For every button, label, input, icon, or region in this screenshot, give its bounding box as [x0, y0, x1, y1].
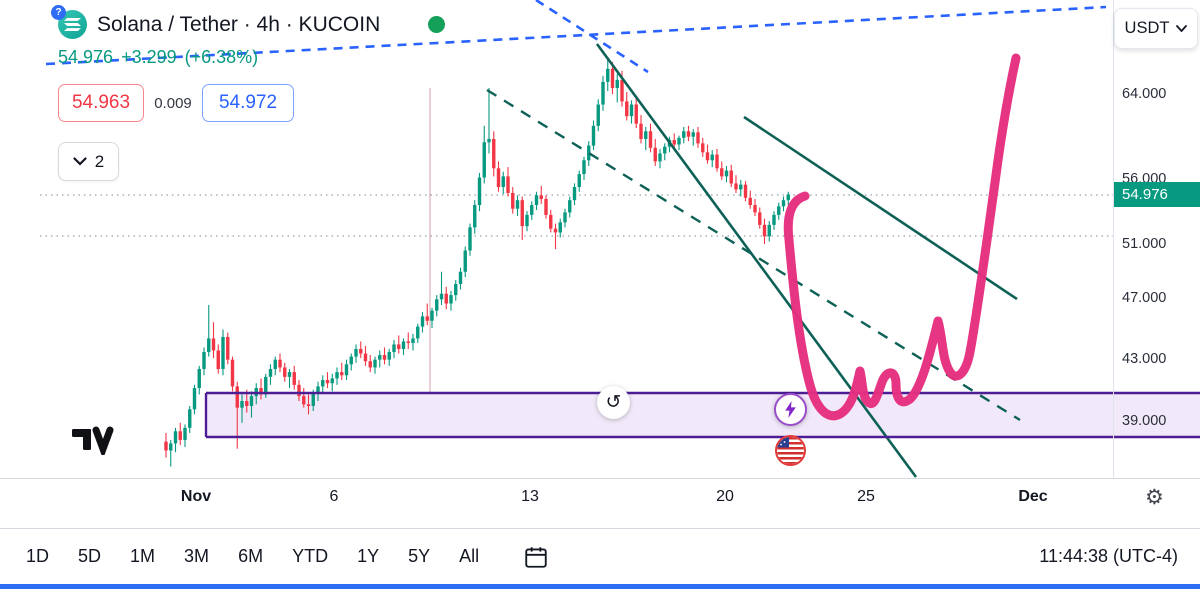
range-all[interactable]: All [459, 546, 480, 566]
blue-dashed-trendline[interactable] [45, 5, 1107, 66]
price-change-percent: (+6.38%) [184, 47, 259, 67]
us-flag-icon[interactable] [775, 435, 806, 466]
range-ytd[interactable]: YTD [292, 546, 329, 566]
reload-chart-button[interactable]: ↺ [597, 386, 630, 419]
us-flag-graphic [777, 437, 804, 464]
currency-dropdown[interactable]: USDT [1114, 8, 1198, 49]
time-axis-label: 6 [329, 488, 339, 505]
caret-down-icon [1176, 25, 1188, 32]
symbol-title-row: ? Solana / Tether · 4h · KUCOIN [51, 5, 446, 39]
spread-value: 0.009 [154, 94, 192, 112]
price-axis-label: 43.000 [1122, 351, 1167, 367]
currency-label: USDT [1124, 19, 1170, 37]
price-axis-label: 39.000 [1122, 413, 1167, 429]
lightning-bolt-icon [785, 401, 796, 418]
time-axis-label: 25 [857, 488, 875, 505]
chevron-down-icon [73, 157, 87, 166]
indicators-collapse-button[interactable]: 2 [58, 142, 119, 181]
market-status-dot [428, 16, 446, 33]
bid-ask-row: 54.963 0.009 54.972 [58, 84, 445, 122]
channel-median-dashed-line[interactable] [486, 88, 1021, 422]
price-axis[interactable]: 54.976 64.000 56.000 51.000 47.000 43.000 39.… [1113, 0, 1200, 478]
indicator-count: 2 [94, 151, 105, 171]
chart-header: ? Solana / Tether · 4h · KUCOIN 54.976 +… [51, 5, 446, 181]
descending-channel-line[interactable] [595, 43, 918, 478]
settings-gear-icon[interactable]: ⚙ [1145, 486, 1164, 509]
last-price-text: 54.976 [58, 47, 114, 67]
range-1y[interactable]: 1Y [357, 546, 380, 566]
range-3m[interactable]: 3M [184, 546, 210, 566]
descending-channel-line[interactable] [743, 115, 1018, 301]
range-5d[interactable]: 5D [78, 546, 102, 566]
price-axis-label: 51.000 [1122, 236, 1167, 252]
hand-drawn-projection[interactable] [783, 53, 1021, 421]
time-axis-label: 20 [716, 488, 734, 505]
candles [164, 57, 790, 467]
solana-bars-icon [64, 18, 81, 31]
time-axis-label: 13 [521, 488, 539, 505]
time-axis-label: Nov [180, 488, 212, 505]
lightning-button[interactable] [774, 393, 807, 426]
support-zone[interactable] [206, 393, 1200, 437]
bottom-blue-strip [0, 584, 1200, 589]
buy-price-button[interactable]: 54.972 [202, 84, 294, 122]
price-change-row: 54.976 +3.299 (+6.38%) [58, 47, 445, 68]
last-price-label: 54.976 [1114, 182, 1200, 207]
bottom-toolbar: 1D 5D 1M 3M 6M YTD 1Y 5Y All 11:44:38 (UTC-4) [0, 528, 1200, 584]
calendar-icon [525, 546, 547, 568]
range-6m[interactable]: 6M [238, 546, 264, 566]
range-1m[interactable]: 1M [130, 546, 156, 566]
time-axis-label: Dec [1018, 488, 1048, 505]
range-buttons: 1D 5D 1M 3M 6M YTD 1Y 5Y All [26, 546, 479, 567]
tradingview-logo-mark [72, 426, 114, 460]
clock-utc[interactable]: 11:44:38 (UTC-4) [1039, 546, 1178, 566]
refresh-icon: ↺ [605, 392, 622, 413]
price-change-text: +3.299 [121, 47, 177, 67]
sell-price-button[interactable]: 54.963 [58, 84, 144, 122]
solana-logo[interactable]: ? [51, 5, 87, 39]
blue-dashed-trendline[interactable] [535, 0, 649, 74]
symbol-title[interactable]: Solana / Tether · 4h · KUCOIN [97, 12, 381, 36]
price-axis-label: 47.000 [1122, 290, 1167, 306]
time-axis[interactable]: Nov 6 13 20 25 Dec [0, 478, 1200, 529]
range-5y[interactable]: 5Y [408, 546, 431, 566]
question-badge: ? [51, 5, 66, 20]
price-axis-label: 64.000 [1122, 86, 1167, 102]
tradingview-logo[interactable] [72, 423, 116, 460]
range-1d[interactable]: 1D [26, 546, 50, 566]
go-to-date-icon[interactable] [523, 544, 549, 570]
